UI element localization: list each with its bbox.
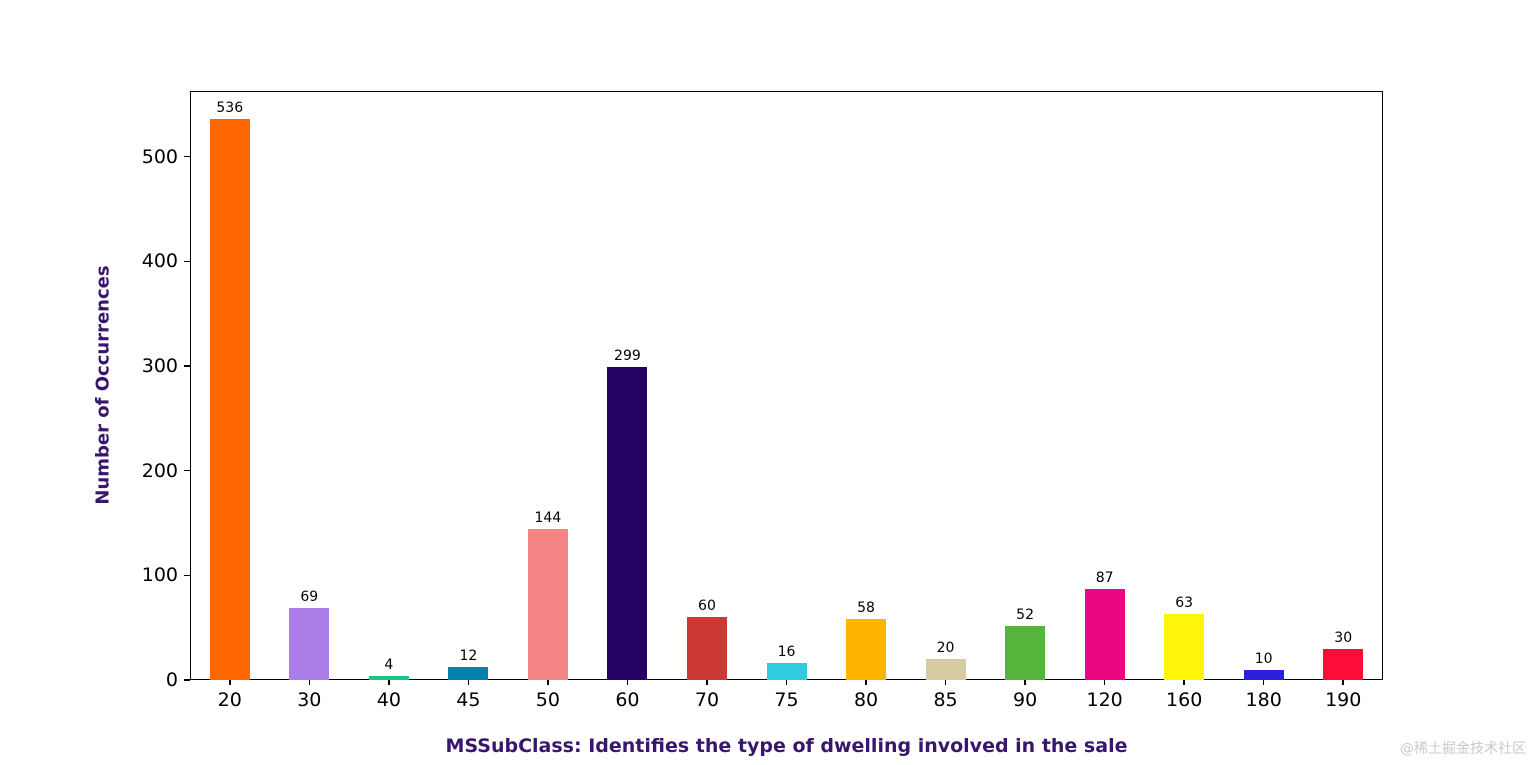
bar-value-label: 87 bbox=[1095, 569, 1114, 586]
y-tick-mark bbox=[184, 260, 190, 263]
x-tick-label: 70 bbox=[694, 689, 720, 711]
x-tick-label: 20 bbox=[217, 689, 242, 711]
y-tick-mark bbox=[184, 365, 190, 367]
x-tick-mark bbox=[308, 680, 311, 685]
y-tick-label: 500 bbox=[141, 145, 178, 168]
bar-value-label: 12 bbox=[459, 648, 478, 665]
bar-value-label: 30 bbox=[1334, 629, 1353, 646]
y-tick-mark bbox=[184, 155, 190, 158]
bar bbox=[289, 607, 330, 680]
bar-value-label: 52 bbox=[1016, 606, 1034, 623]
plot-area-frame bbox=[190, 91, 1383, 680]
x-tick-mark bbox=[388, 680, 390, 685]
bar bbox=[766, 663, 807, 680]
bar bbox=[1084, 588, 1125, 680]
x-tick-label: 120 bbox=[1086, 689, 1123, 711]
x-tick-label: 80 bbox=[853, 689, 879, 711]
bar-value-label: 4 bbox=[384, 656, 394, 673]
x-tick-mark bbox=[944, 680, 947, 685]
x-tick-label: 180 bbox=[1245, 689, 1282, 711]
bar-value-label: 58 bbox=[857, 600, 875, 617]
x-tick-mark bbox=[706, 680, 708, 685]
bar-value-label: 144 bbox=[534, 510, 562, 527]
x-tick-label: 40 bbox=[376, 689, 401, 711]
y-tick-label: 200 bbox=[141, 459, 178, 482]
bar bbox=[527, 529, 568, 680]
x-tick-label: 30 bbox=[297, 689, 322, 711]
bar bbox=[448, 667, 489, 680]
x-tick-mark bbox=[1024, 680, 1026, 685]
x-tick-mark bbox=[1262, 680, 1265, 685]
x-tick-mark bbox=[865, 680, 867, 685]
x-tick-mark bbox=[547, 680, 549, 685]
x-tick-label: 90 bbox=[1013, 689, 1038, 711]
watermark: @稀土掘金技术社区 bbox=[1400, 741, 1526, 757]
x-tick-label: 75 bbox=[774, 689, 799, 711]
x-tick-label: 85 bbox=[933, 689, 958, 711]
bar bbox=[925, 659, 966, 680]
bar bbox=[686, 617, 727, 680]
x-tick-mark bbox=[229, 680, 231, 685]
bar-value-label: 63 bbox=[1175, 595, 1194, 612]
y-tick-label: 100 bbox=[141, 564, 178, 587]
x-tick-label: 45 bbox=[456, 689, 481, 711]
y-tick-mark bbox=[184, 679, 190, 681]
y-tick-label: 400 bbox=[141, 250, 178, 273]
bar-value-label: 20 bbox=[936, 640, 955, 657]
bar bbox=[1164, 614, 1205, 680]
bar-value-label: 16 bbox=[777, 644, 796, 661]
bar-value-label: 299 bbox=[614, 348, 641, 365]
x-tick-label: 190 bbox=[1325, 689, 1362, 711]
bar bbox=[607, 367, 648, 680]
x-tick-mark bbox=[1183, 680, 1185, 685]
y-tick-label: 300 bbox=[141, 355, 178, 378]
y-axis-title: Number of Occurrences bbox=[92, 265, 114, 505]
y-tick-label: 0 bbox=[165, 669, 178, 691]
x-tick-mark bbox=[467, 680, 470, 685]
bar bbox=[368, 675, 409, 680]
bar bbox=[1243, 669, 1284, 680]
y-tick-mark bbox=[184, 574, 190, 577]
x-tick-label: 50 bbox=[535, 689, 560, 711]
x-tick-label: 60 bbox=[615, 689, 640, 711]
x-tick-mark bbox=[1103, 680, 1106, 685]
x-tick-label: 160 bbox=[1166, 689, 1203, 711]
bar bbox=[846, 619, 887, 680]
bar bbox=[1005, 625, 1046, 680]
bar-value-label: 536 bbox=[216, 100, 244, 117]
bar-value-label: 10 bbox=[1254, 650, 1273, 667]
x-tick-mark bbox=[785, 680, 788, 685]
bar-value-label: 69 bbox=[300, 588, 319, 605]
x-axis-title: MSSubClass: Identifies the type of dwell… bbox=[445, 735, 1128, 757]
bar bbox=[209, 119, 250, 680]
bar-value-label: 60 bbox=[698, 598, 716, 615]
bar bbox=[1323, 648, 1364, 680]
y-tick-mark bbox=[184, 469, 190, 472]
x-tick-mark bbox=[1342, 680, 1344, 685]
x-tick-mark bbox=[626, 680, 629, 685]
